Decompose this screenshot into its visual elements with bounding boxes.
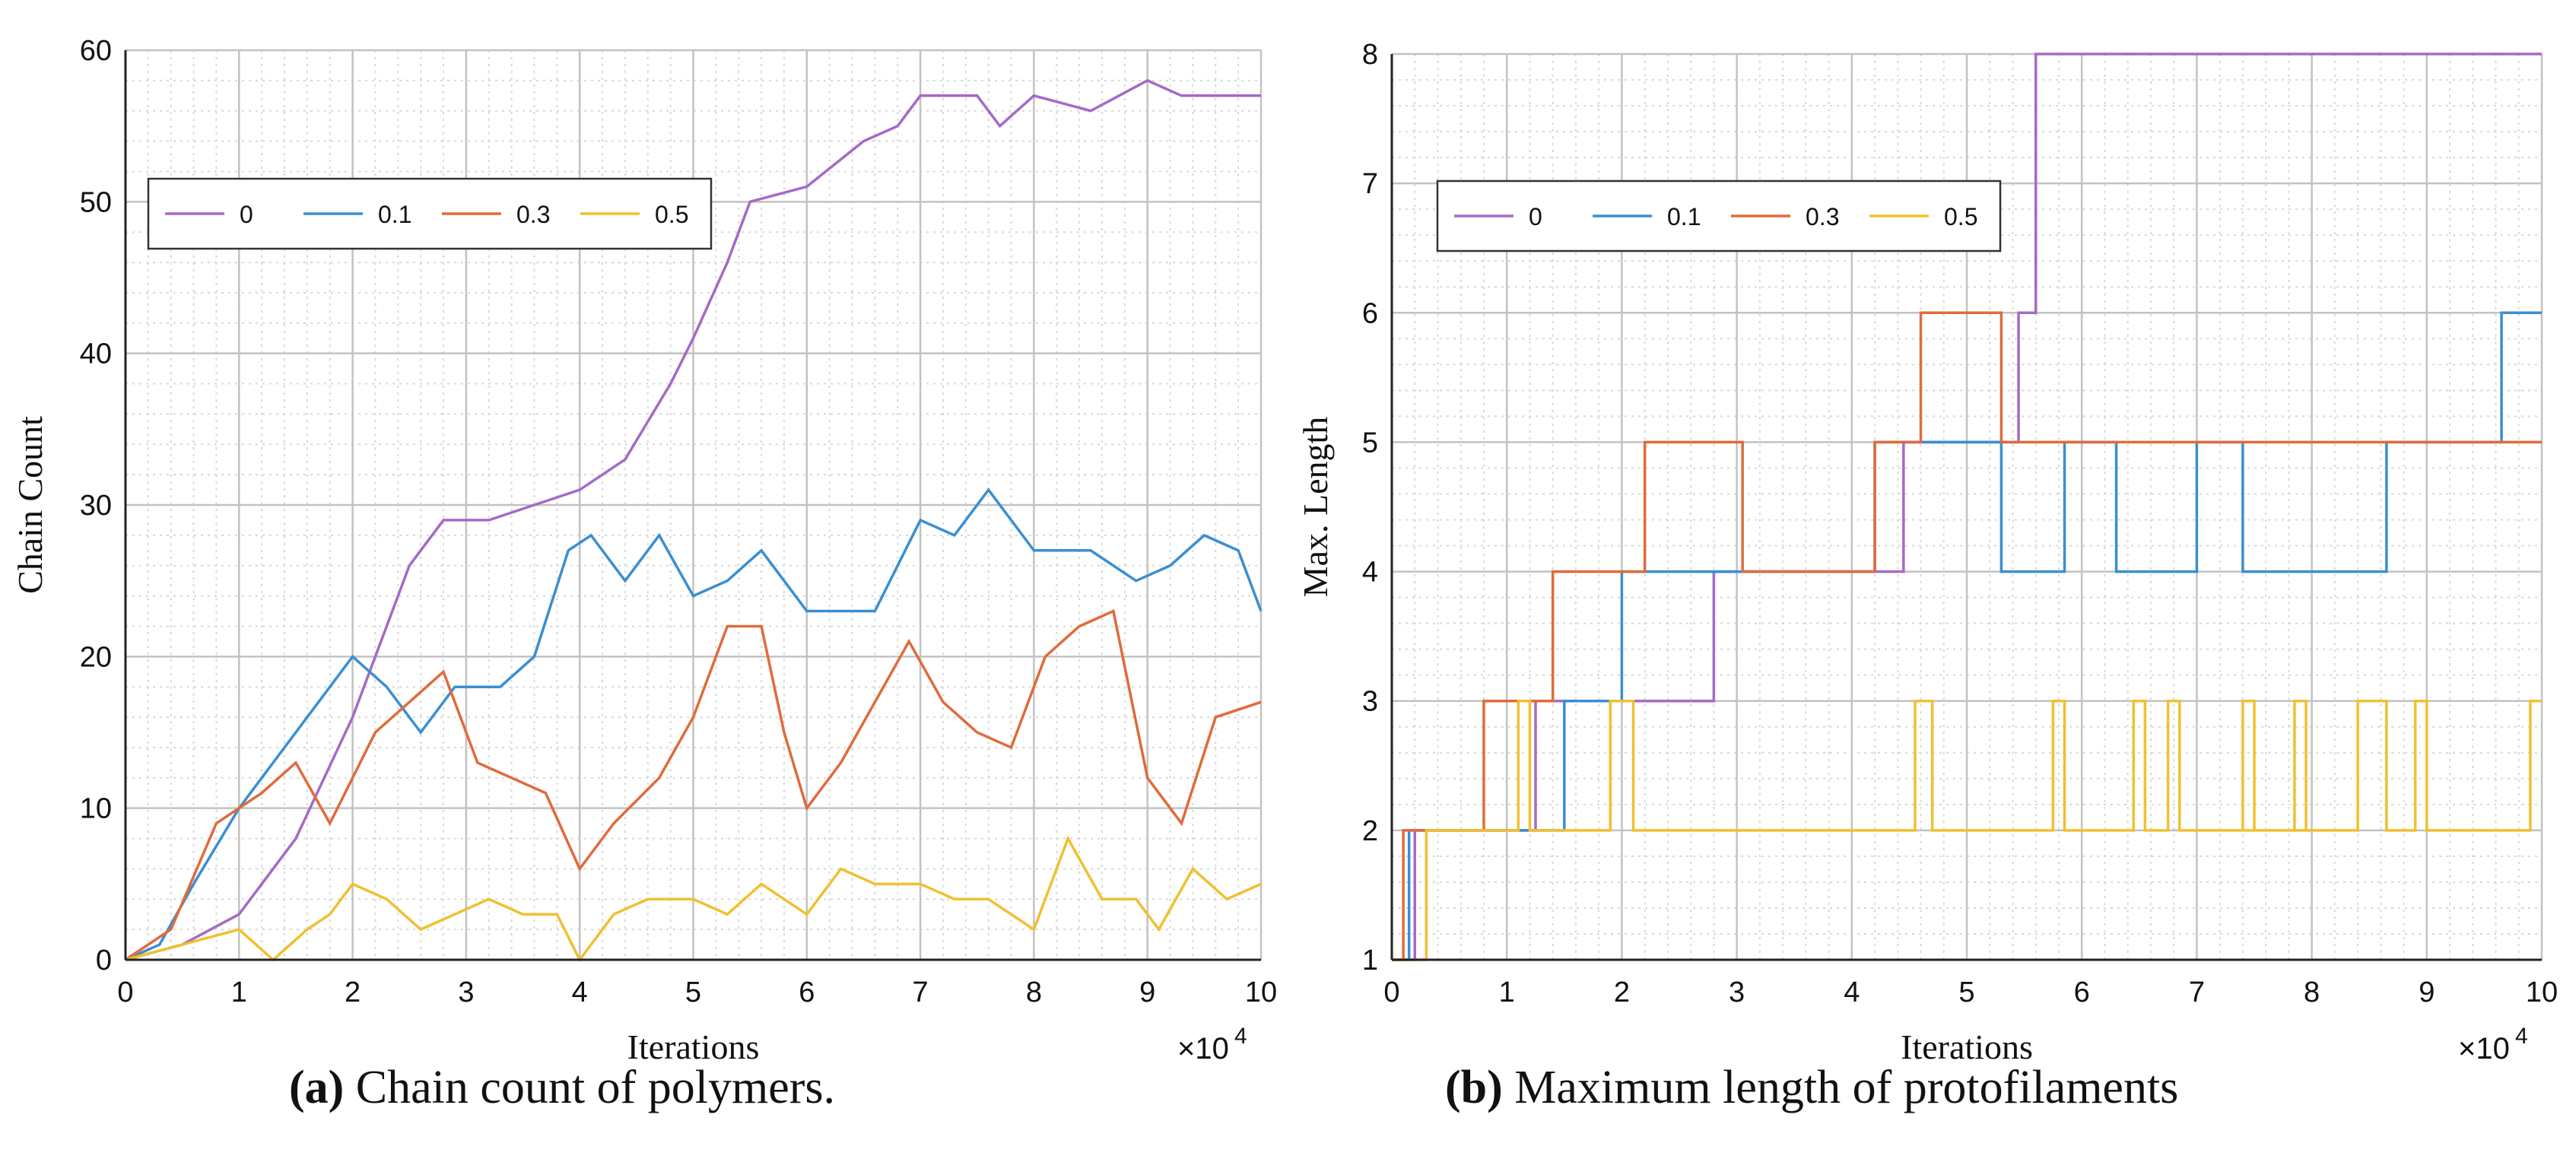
legend-label-0: 0 bbox=[1529, 203, 1542, 230]
y-tick-label: 4 bbox=[1362, 557, 1378, 589]
legend-label-0: 0 bbox=[240, 201, 253, 228]
x-tick-label: 6 bbox=[799, 977, 815, 1008]
legend-label-0-3: 0.3 bbox=[516, 201, 550, 228]
y-tick-label: 40 bbox=[80, 338, 112, 370]
y-tick-label: 3 bbox=[1362, 686, 1378, 718]
x-tick-label: 10 bbox=[2526, 977, 2558, 1008]
y-tick-label: 20 bbox=[80, 641, 112, 673]
legend-label-0-1: 0.1 bbox=[378, 201, 411, 228]
caption-b-text: Maximum length of protofilaments bbox=[1502, 1062, 2179, 1113]
x-multiplier: ×10 bbox=[1177, 1032, 1229, 1065]
x-tick-label: 0 bbox=[117, 977, 133, 1008]
y-tick-label: 30 bbox=[80, 490, 112, 522]
y-axis-label: Max. Length bbox=[1296, 417, 1335, 598]
x-tick-label: 3 bbox=[1729, 977, 1745, 1008]
x-axis-label: Iterations bbox=[1901, 1027, 2033, 1066]
x-multiplier: ×10 bbox=[2458, 1032, 2510, 1065]
x-tick-label: 6 bbox=[2074, 977, 2090, 1008]
x-tick-label: 7 bbox=[913, 977, 929, 1008]
legend: 0 0.1 0.3 0.5 bbox=[1436, 179, 2002, 252]
legend-label-0-1: 0.1 bbox=[1667, 203, 1701, 230]
series-line-0-5 bbox=[125, 835, 1262, 963]
x-tick-label: 4 bbox=[1844, 977, 1860, 1008]
y-tick-label: 7 bbox=[1362, 168, 1378, 200]
series-line-0-1 bbox=[1392, 311, 2542, 961]
x-axis-label: Iterations bbox=[627, 1027, 760, 1066]
x-tick-label: 8 bbox=[2304, 977, 2320, 1008]
caption-b-label: (b) bbox=[1445, 1062, 1503, 1113]
y-tick-label: 0 bbox=[96, 945, 112, 977]
legend-label-0-5: 0.5 bbox=[655, 201, 688, 228]
y-tick-label: 1 bbox=[1362, 945, 1378, 977]
y-tick-label: 5 bbox=[1362, 427, 1378, 459]
y-tick-label: 8 bbox=[1362, 39, 1378, 71]
legend-label-0-5: 0.5 bbox=[1944, 203, 1977, 230]
x-tick-label: 8 bbox=[1026, 977, 1042, 1008]
series-line-0-1 bbox=[125, 487, 1263, 961]
caption-b: (b) Maximum length of protofilaments bbox=[1445, 1061, 2178, 1115]
series-line-0 bbox=[125, 78, 1261, 961]
caption-a-text: Chain count of polymers. bbox=[344, 1062, 836, 1113]
x-tick-label: 5 bbox=[685, 977, 701, 1008]
y-tick-label: 2 bbox=[1362, 815, 1378, 847]
x-tick-label: 9 bbox=[2419, 977, 2435, 1008]
caption-a: (a) Chain count of polymers. bbox=[289, 1061, 835, 1115]
x-tick-label: 7 bbox=[2189, 977, 2205, 1008]
series-line-0-5 bbox=[1392, 699, 2542, 961]
caption-a-label: (a) bbox=[289, 1062, 345, 1113]
legend: 0 0.1 0.3 0.5 bbox=[147, 177, 713, 250]
y-tick-label: 6 bbox=[1362, 297, 1378, 329]
x-tick-label: 4 bbox=[572, 977, 588, 1008]
x-tick-label: 0 bbox=[1383, 977, 1399, 1008]
x-tick-label: 1 bbox=[231, 977, 247, 1008]
chart-a: 0 1 2 3 4 5 6 7 8 9 100102030405060IterationsChain… bbox=[11, 35, 1277, 1066]
series-line-0-3 bbox=[125, 609, 1262, 961]
legend-label-0-3: 0.3 bbox=[1806, 203, 1839, 230]
x-tick-label: 1 bbox=[1499, 977, 1515, 1008]
x-multiplier-exponent: 4 bbox=[1234, 1024, 1247, 1049]
x-tick-label: 10 bbox=[1245, 977, 1277, 1008]
x-tick-label: 5 bbox=[1958, 977, 1974, 1008]
y-tick-label: 60 bbox=[80, 35, 112, 67]
y-tick-label: 10 bbox=[80, 793, 112, 825]
x-tick-label: 2 bbox=[345, 977, 361, 1008]
x-tick-label: 3 bbox=[458, 977, 474, 1008]
x-tick-label: 2 bbox=[1614, 977, 1630, 1008]
x-tick-label: 9 bbox=[1139, 977, 1155, 1008]
y-axis-label: Chain Count bbox=[11, 416, 49, 594]
y-tick-label: 50 bbox=[80, 186, 112, 218]
x-multiplier-exponent: 4 bbox=[2515, 1024, 2528, 1049]
